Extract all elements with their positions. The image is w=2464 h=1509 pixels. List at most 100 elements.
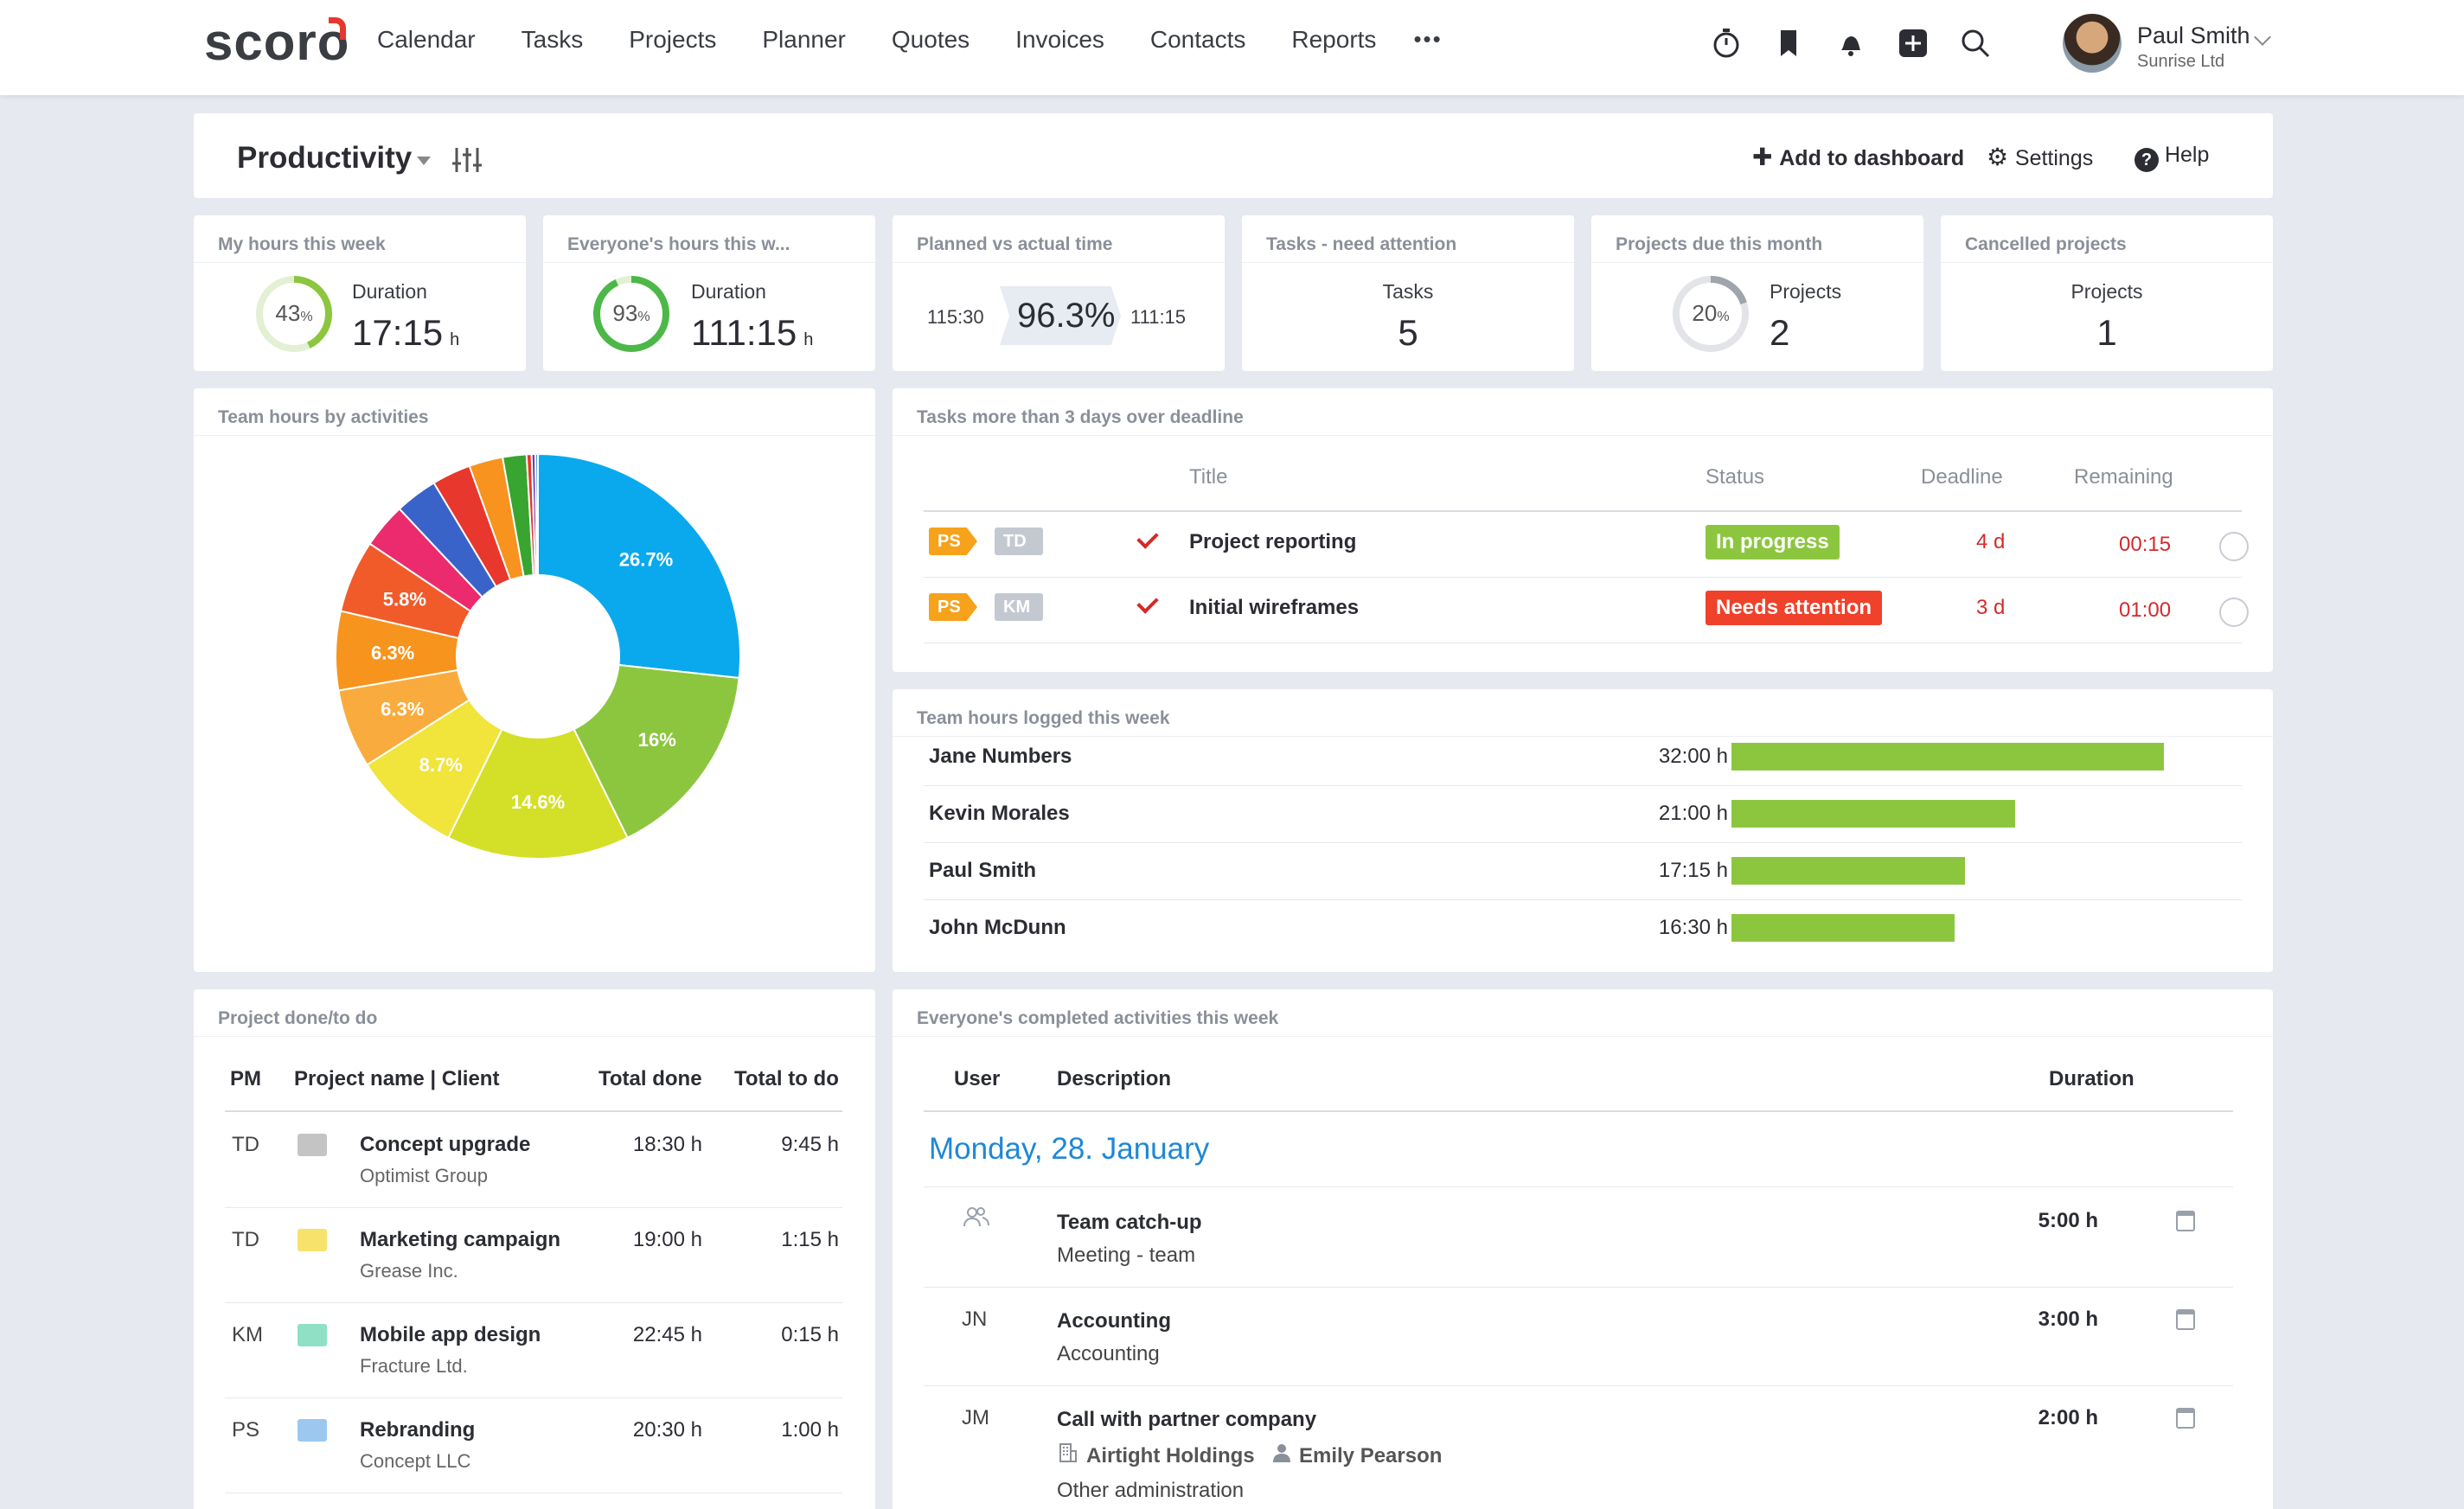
kpi-everyone-hours[interactable]: Everyone's hours this w... 93% Duration … <box>543 215 875 371</box>
overdue-tasks-card: Tasks more than 3 days over deadline Tit… <box>893 388 2273 672</box>
project-name[interactable]: Mobile app design <box>360 1323 541 1346</box>
header-divider <box>225 1110 842 1112</box>
activity-duration: 3:00 h <box>2038 1308 2098 1331</box>
percent-value: 43 <box>275 300 301 326</box>
nav-invoices[interactable]: Invoices <box>1015 26 1104 53</box>
activity-title[interactable]: Call with partner company <box>1057 1408 1317 1431</box>
activity-title[interactable]: Accounting <box>1057 1309 1171 1333</box>
priority-check-icon <box>1136 527 1159 549</box>
col-project-name[interactable]: Project name | Client <box>294 1067 500 1090</box>
project-name[interactable]: Concept upgrade <box>360 1133 531 1156</box>
col-status[interactable]: Status <box>1706 465 1765 489</box>
scoro-logo[interactable]: scoro <box>204 13 350 71</box>
pie-slice-label: 6.3% <box>381 698 424 719</box>
page-title[interactable]: Productivity <box>237 141 413 175</box>
col-deadline[interactable]: Deadline <box>1921 465 2003 489</box>
kpi-label: Projects <box>1770 280 1842 303</box>
pie-slice[interactable] <box>534 452 539 577</box>
col-user[interactable]: User <box>954 1067 1001 1090</box>
hours-bar <box>1731 857 1965 885</box>
main-nav: Calendar Tasks Projects Planner Quotes I… <box>377 26 1488 54</box>
calendar-icon[interactable] <box>2176 1211 2195 1231</box>
user-company: Sunrise Ltd <box>2137 52 2225 71</box>
col-duration[interactable]: Duration <box>2049 1067 2134 1090</box>
col-remaining[interactable]: Remaining <box>2074 465 2173 489</box>
card-title: Everyone's completed activities this wee… <box>917 1008 1279 1028</box>
divider <box>893 435 2273 436</box>
activity-title[interactable]: Team catch-up <box>1057 1211 1202 1234</box>
pie-slice[interactable] <box>537 452 741 680</box>
stopwatch-icon[interactable] <box>1709 26 1744 61</box>
calendar-icon[interactable] <box>2176 1408 2195 1429</box>
kpi-label: Duration <box>352 280 427 303</box>
kpi-cancelled-projects[interactable]: Cancelled projects Projects 1 <box>1941 215 2273 371</box>
kpi-tasks-attention[interactable]: Tasks - need attention Tasks 5 <box>1242 215 1574 371</box>
hours-value: 16:30 h <box>1658 916 1728 939</box>
project-name[interactable]: Rebranding <box>360 1418 476 1442</box>
filter-sliders-icon[interactable] <box>451 146 483 174</box>
kpi-planned-vs-actual[interactable]: Planned vs actual time 115:30 96.3% 111:… <box>893 215 1225 371</box>
client-name: Concept LLC <box>360 1450 471 1472</box>
meeting-group-icon <box>962 1205 991 1232</box>
team-hours-logged-card: Team hours logged this week Jane Numbers… <box>893 689 2273 972</box>
total-done: 22:45 h <box>632 1323 702 1346</box>
kpi-projects-due[interactable]: Projects due this month 20% Projects 2 <box>1591 215 1923 371</box>
col-description[interactable]: Description <box>1057 1067 1172 1090</box>
task-title[interactable]: Project reporting <box>1189 530 1357 553</box>
client-name: Optimist Group <box>360 1165 488 1186</box>
divider <box>893 262 1225 263</box>
company-link[interactable]: Airtight Holdings <box>1086 1444 1255 1467</box>
task-title[interactable]: Initial wireframes <box>1189 596 1360 619</box>
nav-tasks[interactable]: Tasks <box>521 26 584 53</box>
kpi-my-hours[interactable]: My hours this week 43% Duration 17:15 h <box>194 215 526 371</box>
nav-quotes[interactable]: Quotes <box>891 26 970 53</box>
divider <box>1941 262 2273 263</box>
divider <box>194 435 875 436</box>
hours-value: 21:00 h <box>1658 802 1728 825</box>
col-title[interactable]: Title <box>1189 465 1228 489</box>
nav-reports[interactable]: Reports <box>1291 26 1377 53</box>
actual-value: 111:15 <box>1130 306 1187 328</box>
add-to-dashboard-button[interactable]: ✚ Add to dashboard <box>1752 143 1964 171</box>
search-icon[interactable] <box>1958 26 1993 61</box>
row-divider <box>924 577 2242 578</box>
col-total-todo[interactable]: Total to do <box>734 1067 839 1090</box>
activity-type: Meeting - team <box>1057 1244 1196 1267</box>
col-pm[interactable]: PM <box>230 1067 261 1090</box>
member-name: Kevin Morales <box>929 802 1070 825</box>
avatar[interactable] <box>2063 14 2122 73</box>
person-link[interactable]: Emily Pearson <box>1299 1444 1443 1467</box>
add-to-dashboard-label: Add to dashboard <box>1779 146 1965 170</box>
caret-down-icon[interactable] <box>417 157 431 165</box>
help-button[interactable]: ? Help <box>2134 143 2209 172</box>
user-name: Paul Smith <box>2137 22 2250 48</box>
row-divider <box>225 1207 842 1208</box>
nav-projects[interactable]: Projects <box>629 26 717 53</box>
total-todo: 1:00 h <box>781 1418 839 1442</box>
add-icon[interactable] <box>1896 26 1930 61</box>
nav-calendar[interactable]: Calendar <box>377 26 476 53</box>
settings-button[interactable]: ⚙ Settings <box>1987 143 2093 171</box>
pie-slice[interactable] <box>447 727 629 860</box>
bookmark-icon[interactable] <box>1771 26 1806 61</box>
progress-ring: 43% <box>254 274 334 354</box>
pie-slice[interactable] <box>573 663 740 840</box>
col-total-done[interactable]: Total done <box>598 1067 702 1090</box>
member-name: Jane Numbers <box>929 745 1072 768</box>
divider <box>1242 262 1574 263</box>
deadline-value: 4 d <box>1976 530 2006 553</box>
complete-circle-icon[interactable] <box>2219 532 2249 561</box>
nav-planner[interactable]: Planner <box>762 26 846 53</box>
complete-circle-icon[interactable] <box>2219 598 2249 627</box>
percent-value: 20 <box>1692 300 1718 326</box>
bell-icon[interactable] <box>1834 26 1868 61</box>
calendar-icon[interactable] <box>2176 1309 2195 1330</box>
row-divider <box>225 1397 842 1398</box>
chevron-down-icon[interactable] <box>2254 29 2271 46</box>
activities-pie-chart: 26.7% 16% 14.6% 8.7% 6.3% 6.3% 5.8% <box>335 452 741 860</box>
nav-more[interactable]: ••• <box>1413 26 1443 52</box>
nav-contacts[interactable]: Contacts <box>1149 26 1246 53</box>
briefcase-icon <box>298 1229 327 1251</box>
project-name[interactable]: Marketing campaign <box>360 1228 561 1251</box>
person-icon <box>1271 1442 1292 1467</box>
